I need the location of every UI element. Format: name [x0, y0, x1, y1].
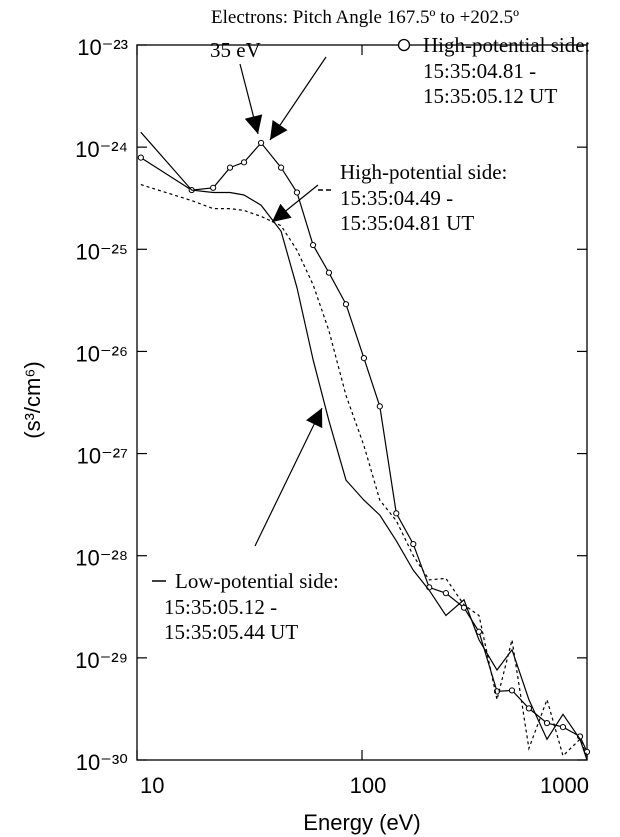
x-tick-label: 10 [140, 773, 164, 798]
arrows [239, 56, 327, 547]
y-tick-label: 10⁻²⁷ [77, 444, 128, 469]
data-point [293, 189, 301, 196]
data-point [226, 164, 234, 171]
annotation: 35 eV [210, 38, 261, 62]
data-point [240, 159, 248, 166]
plot-frame [136, 44, 588, 761]
data-point [525, 705, 533, 712]
y-tick-label: 10⁻²⁶ [76, 341, 128, 366]
y-tick-label: 10⁻²³ [77, 35, 128, 60]
series-line [140, 184, 588, 757]
data-point [278, 164, 285, 171]
series-line [140, 131, 588, 761]
data-point [393, 510, 400, 517]
data-point [309, 241, 317, 249]
arrow [271, 184, 319, 223]
data-point [559, 723, 567, 731]
data-point [543, 719, 551, 727]
data-point [442, 590, 450, 597]
x-axis-label: Energy (eV) [303, 810, 420, 835]
x-tick-label: 100 [350, 773, 387, 798]
data-point [508, 687, 516, 694]
x-tick-label: 1000 [540, 773, 589, 798]
data-point [137, 154, 144, 161]
data-point [360, 355, 368, 362]
series-line [140, 141, 588, 753]
arrow [269, 56, 327, 141]
arrow [254, 407, 323, 547]
chart-title: Electrons: Pitch Angle 167.5º to +202.5º [211, 7, 519, 28]
y-tick-label: 10⁻²⁹ [75, 648, 128, 673]
y-tick-label: 10⁻²⁴ [75, 137, 128, 162]
y-axis-label: (s³/cm⁶) [20, 361, 45, 438]
y-tick-label: 10⁻²⁸ [75, 546, 128, 571]
legend-entry: Low-potential side: 15:35:05.12 - 15:35:… [164, 569, 339, 644]
data-point [376, 403, 383, 410]
data-point [342, 301, 350, 308]
data-point [325, 269, 333, 276]
arrow [239, 63, 263, 135]
data-point [410, 540, 417, 548]
data-point [257, 139, 265, 147]
data-point [210, 184, 217, 191]
legend-entry: High-potential side: 15:35:04.81 - 15:35… [423, 33, 591, 108]
y-tick-label: 10⁻²⁵ [75, 239, 128, 264]
legend-entry: High-potential side: 15:35:04.49 - 15:35… [340, 160, 508, 235]
y-tick-label: 10⁻³⁰ [76, 750, 128, 775]
legend-swatch [397, 38, 411, 52]
